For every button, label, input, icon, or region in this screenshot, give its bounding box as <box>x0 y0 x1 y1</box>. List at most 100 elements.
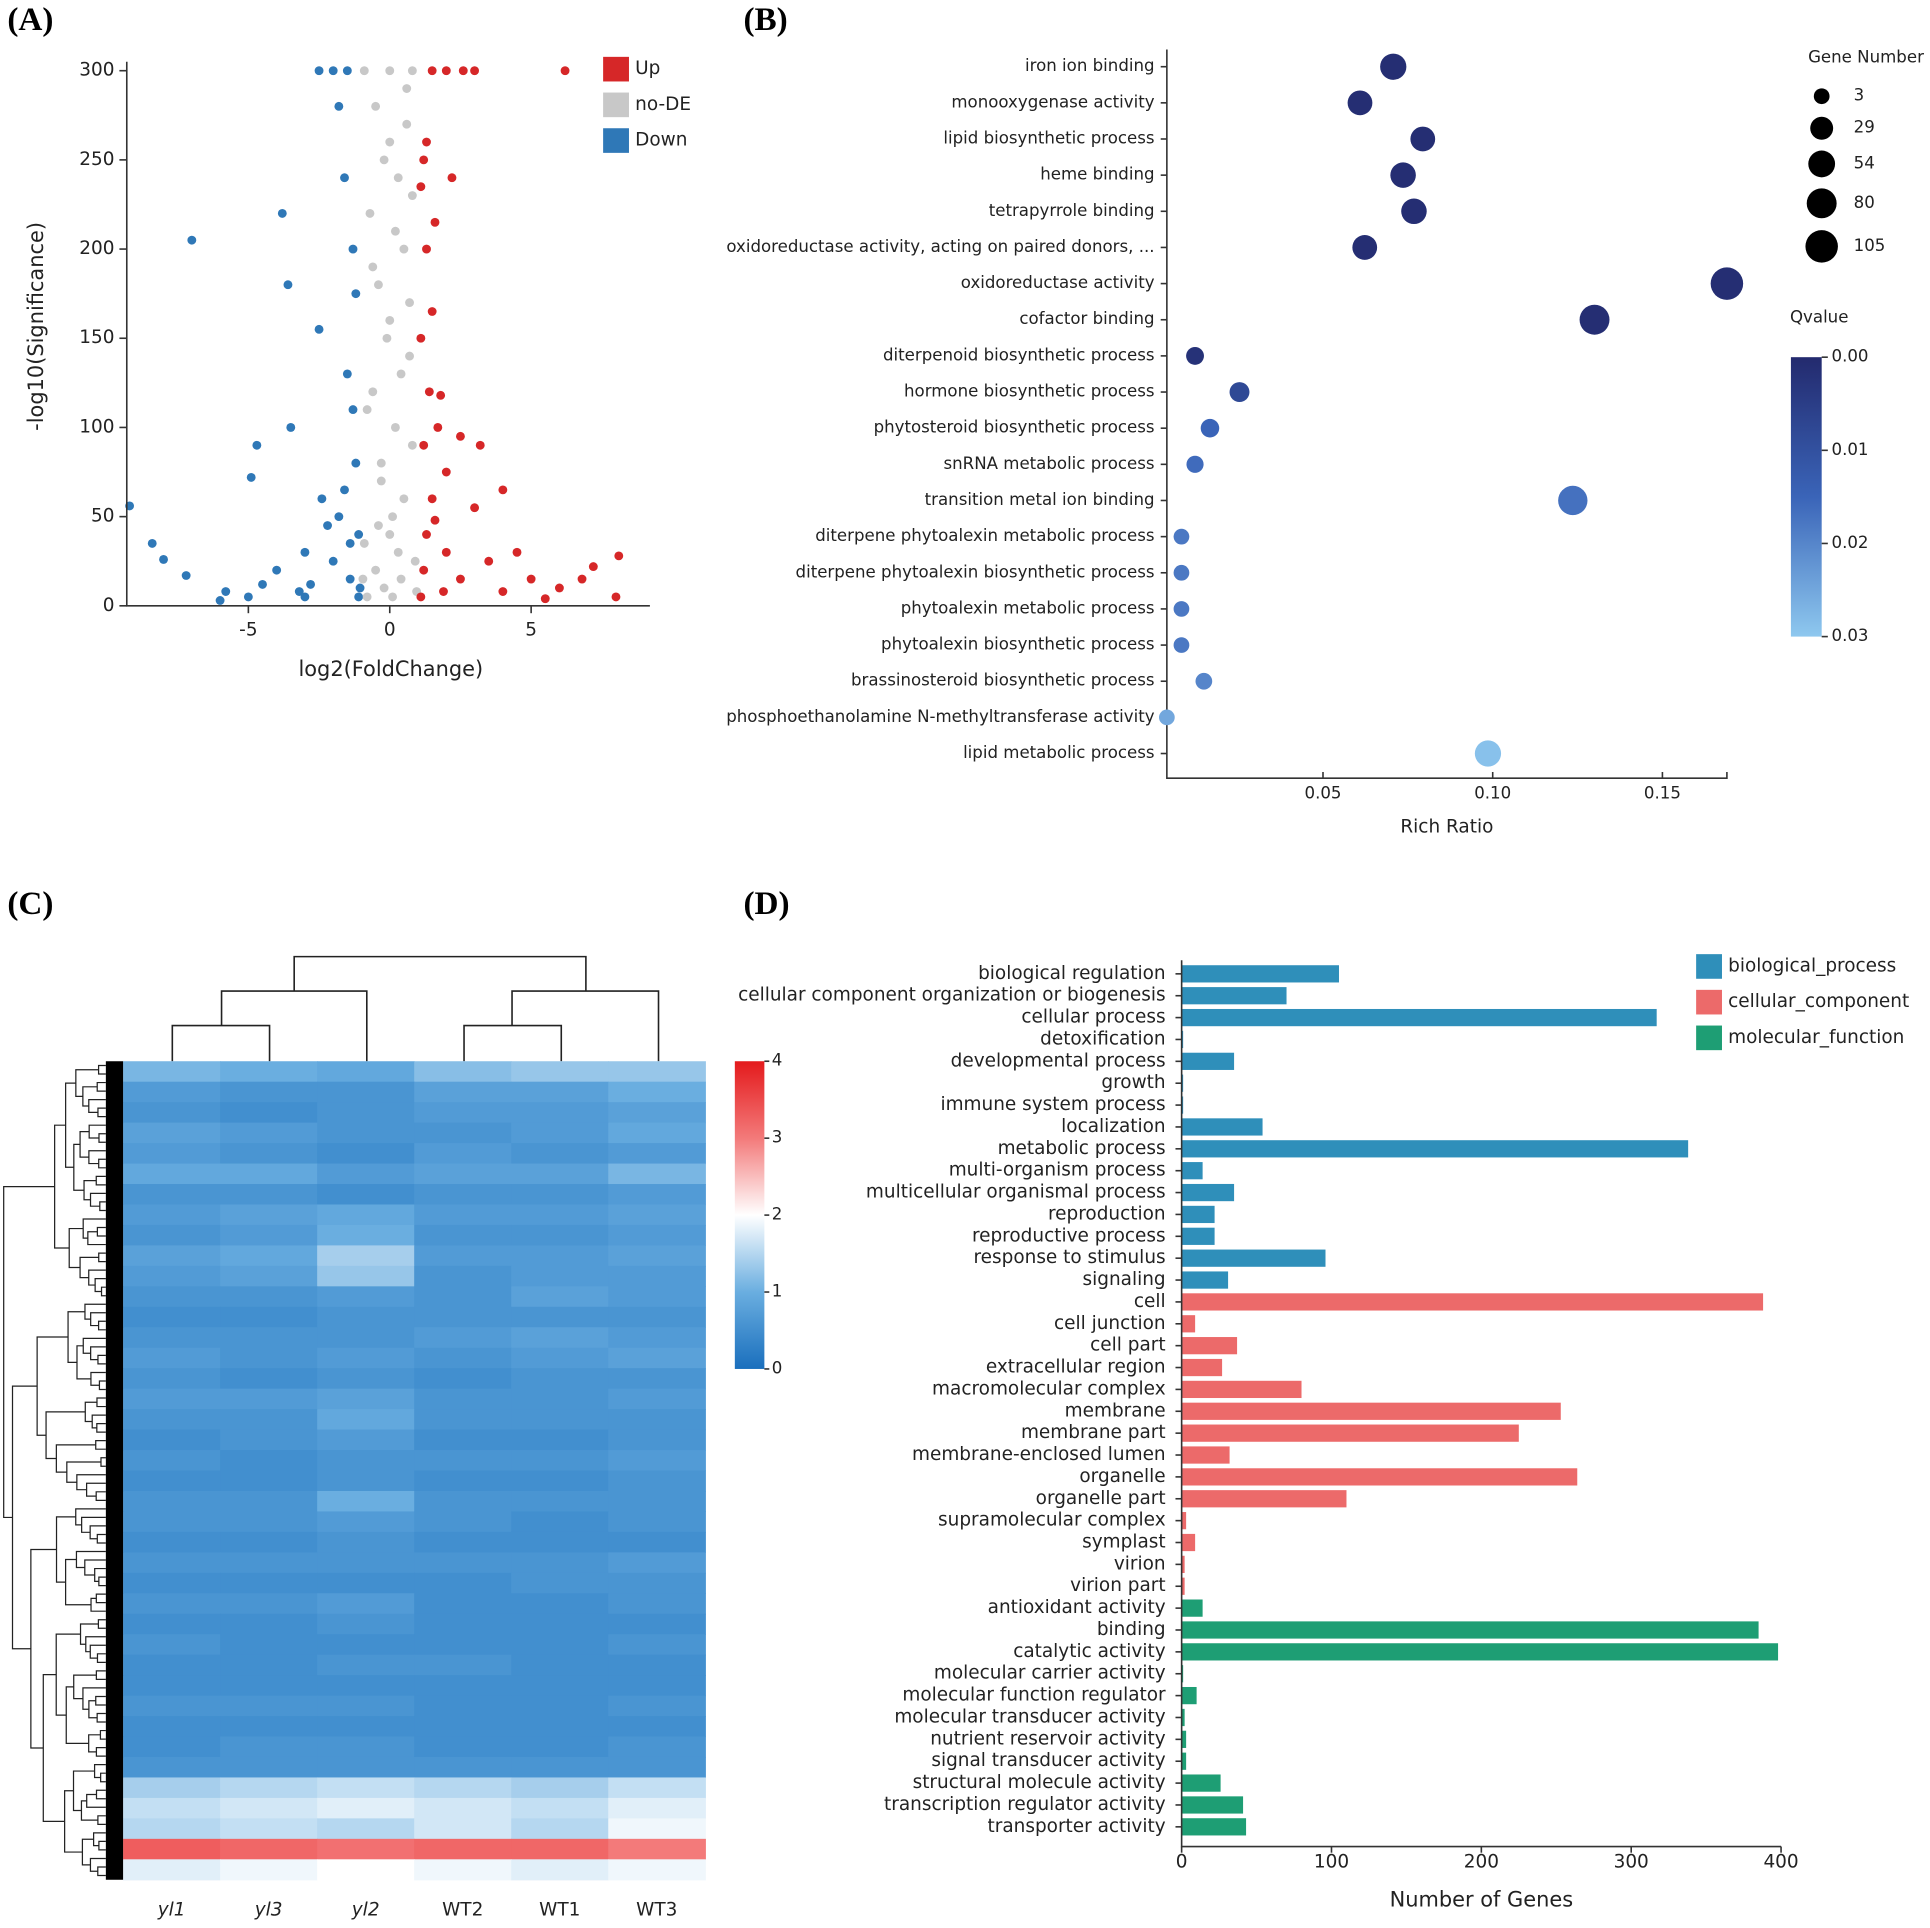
point <box>439 587 448 596</box>
point <box>354 530 364 539</box>
row-dendrogram-branch <box>100 1772 106 1783</box>
bar <box>1181 1008 1657 1027</box>
point <box>355 583 365 593</box>
point <box>433 423 443 432</box>
heatmap-cell <box>414 1634 512 1656</box>
heatmap-cell <box>220 1204 318 1226</box>
bar <box>1181 1621 1759 1639</box>
heatmap-cell <box>220 1613 318 1635</box>
column-label: WT3 <box>636 1900 677 1921</box>
heatmap-cell <box>220 1163 318 1185</box>
heatmap-cell <box>414 1490 512 1513</box>
heatmap-cell <box>608 1224 706 1247</box>
y-tick-label: virion <box>1114 1553 1166 1574</box>
heatmap-cell <box>123 1122 221 1144</box>
point <box>376 476 386 486</box>
heatmap-cell <box>220 1306 318 1328</box>
point <box>498 485 508 495</box>
colorbar-label: 0.02 <box>1832 533 1869 552</box>
y-tick-label: 150 <box>79 327 114 348</box>
point <box>317 494 327 504</box>
heatmap-cell <box>511 1061 609 1083</box>
point <box>362 592 372 602</box>
x-tick-label: 0.15 <box>1644 784 1681 803</box>
point <box>328 556 338 566</box>
row-dendrogram-branch <box>81 1838 94 1866</box>
x-tick-label: 5 <box>525 619 537 640</box>
y-tick-label: transcription regulator activity <box>884 1794 1166 1815</box>
size-legend-marker <box>1813 88 1830 105</box>
row-dendrogram-branch <box>68 1227 84 1269</box>
point <box>379 155 389 165</box>
point <box>243 592 253 602</box>
y-tick-label: growth <box>1101 1072 1165 1093</box>
heatmap-cell <box>511 1695 609 1717</box>
heatmap-cell <box>123 1306 221 1328</box>
y-tick-label: cell junction <box>1054 1313 1166 1334</box>
bubble <box>1195 672 1213 690</box>
legend-label: Up <box>635 58 660 79</box>
heatmap-cell <box>511 1388 609 1410</box>
colorbar-label: 0.01 <box>1832 440 1869 459</box>
bar <box>1181 1271 1229 1289</box>
heatmap-cell <box>511 1675 609 1697</box>
heatmap-cell <box>220 1061 318 1083</box>
panel-label: (D) <box>743 885 789 922</box>
heatmap-cell <box>414 1613 512 1635</box>
heatmap-cell <box>414 1327 512 1349</box>
y-tick-label: phosphoethanolamine N-methyltransferase … <box>726 707 1154 726</box>
heatmap-cell <box>123 1777 221 1799</box>
y-tick-label: reproductive process <box>972 1225 1166 1246</box>
point <box>512 547 522 557</box>
heatmap-cell <box>414 1859 512 1881</box>
x-tick-label: 0.05 <box>1305 784 1342 803</box>
heatmap-cell <box>123 1347 221 1369</box>
heatmap-cell <box>123 1061 221 1083</box>
row-dendrogram-branch <box>98 1158 106 1169</box>
bar <box>1181 1315 1196 1333</box>
heatmap-cell <box>317 1756 415 1779</box>
bar <box>1181 1818 1247 1836</box>
heatmap-cell <box>414 1511 512 1533</box>
heatmap-cell <box>511 1429 609 1451</box>
row-dendrogram-branch <box>99 1729 106 1740</box>
heatmap-cell <box>220 1347 318 1369</box>
row-dendrogram-branch <box>96 1653 106 1663</box>
bar <box>1181 1140 1689 1158</box>
y-tick-label: macromolecular complex <box>932 1378 1166 1399</box>
column-label: WT1 <box>539 1900 580 1921</box>
legend-swatch <box>1696 954 1722 979</box>
heatmap-cell <box>414 1716 512 1738</box>
heatmap-cell <box>220 1102 318 1124</box>
heatmap-cell <box>317 1490 415 1513</box>
bar <box>1181 1686 1197 1705</box>
heatmap-cell <box>414 1081 512 1103</box>
heatmap-cell <box>220 1552 318 1574</box>
heatmap-cell <box>220 1388 318 1410</box>
row-dendrogram-branch <box>95 1491 106 1501</box>
y-tick-label: organelle <box>1079 1466 1165 1487</box>
point <box>407 66 417 76</box>
heatmap-cell <box>511 1716 609 1738</box>
row-dendrogram-branch <box>97 1619 106 1629</box>
y-tick-label: diterpenoid biosynthetic process <box>883 345 1155 364</box>
point <box>300 547 310 557</box>
heatmap-cell <box>608 1634 706 1656</box>
point <box>348 244 358 254</box>
heatmap-cell <box>608 1613 706 1635</box>
heatmap-cell <box>123 1204 221 1226</box>
bar <box>1181 1183 1235 1202</box>
row-dendrogram-branch <box>95 1746 106 1757</box>
heatmap-cell <box>608 1102 706 1124</box>
point <box>390 423 400 432</box>
heatmap-cell <box>317 1061 415 1083</box>
row-dendrogram-branch <box>30 1548 57 1749</box>
row-dendrogram-branch <box>89 1192 106 1207</box>
point <box>416 333 426 343</box>
heatmap-cell <box>414 1388 512 1410</box>
legend-label: biological_process <box>1728 955 1896 976</box>
bubble <box>1390 162 1416 188</box>
heatmap-cell <box>511 1163 609 1185</box>
row-dendrogram-branch <box>82 1218 106 1239</box>
heatmap-cell <box>608 1265 706 1287</box>
